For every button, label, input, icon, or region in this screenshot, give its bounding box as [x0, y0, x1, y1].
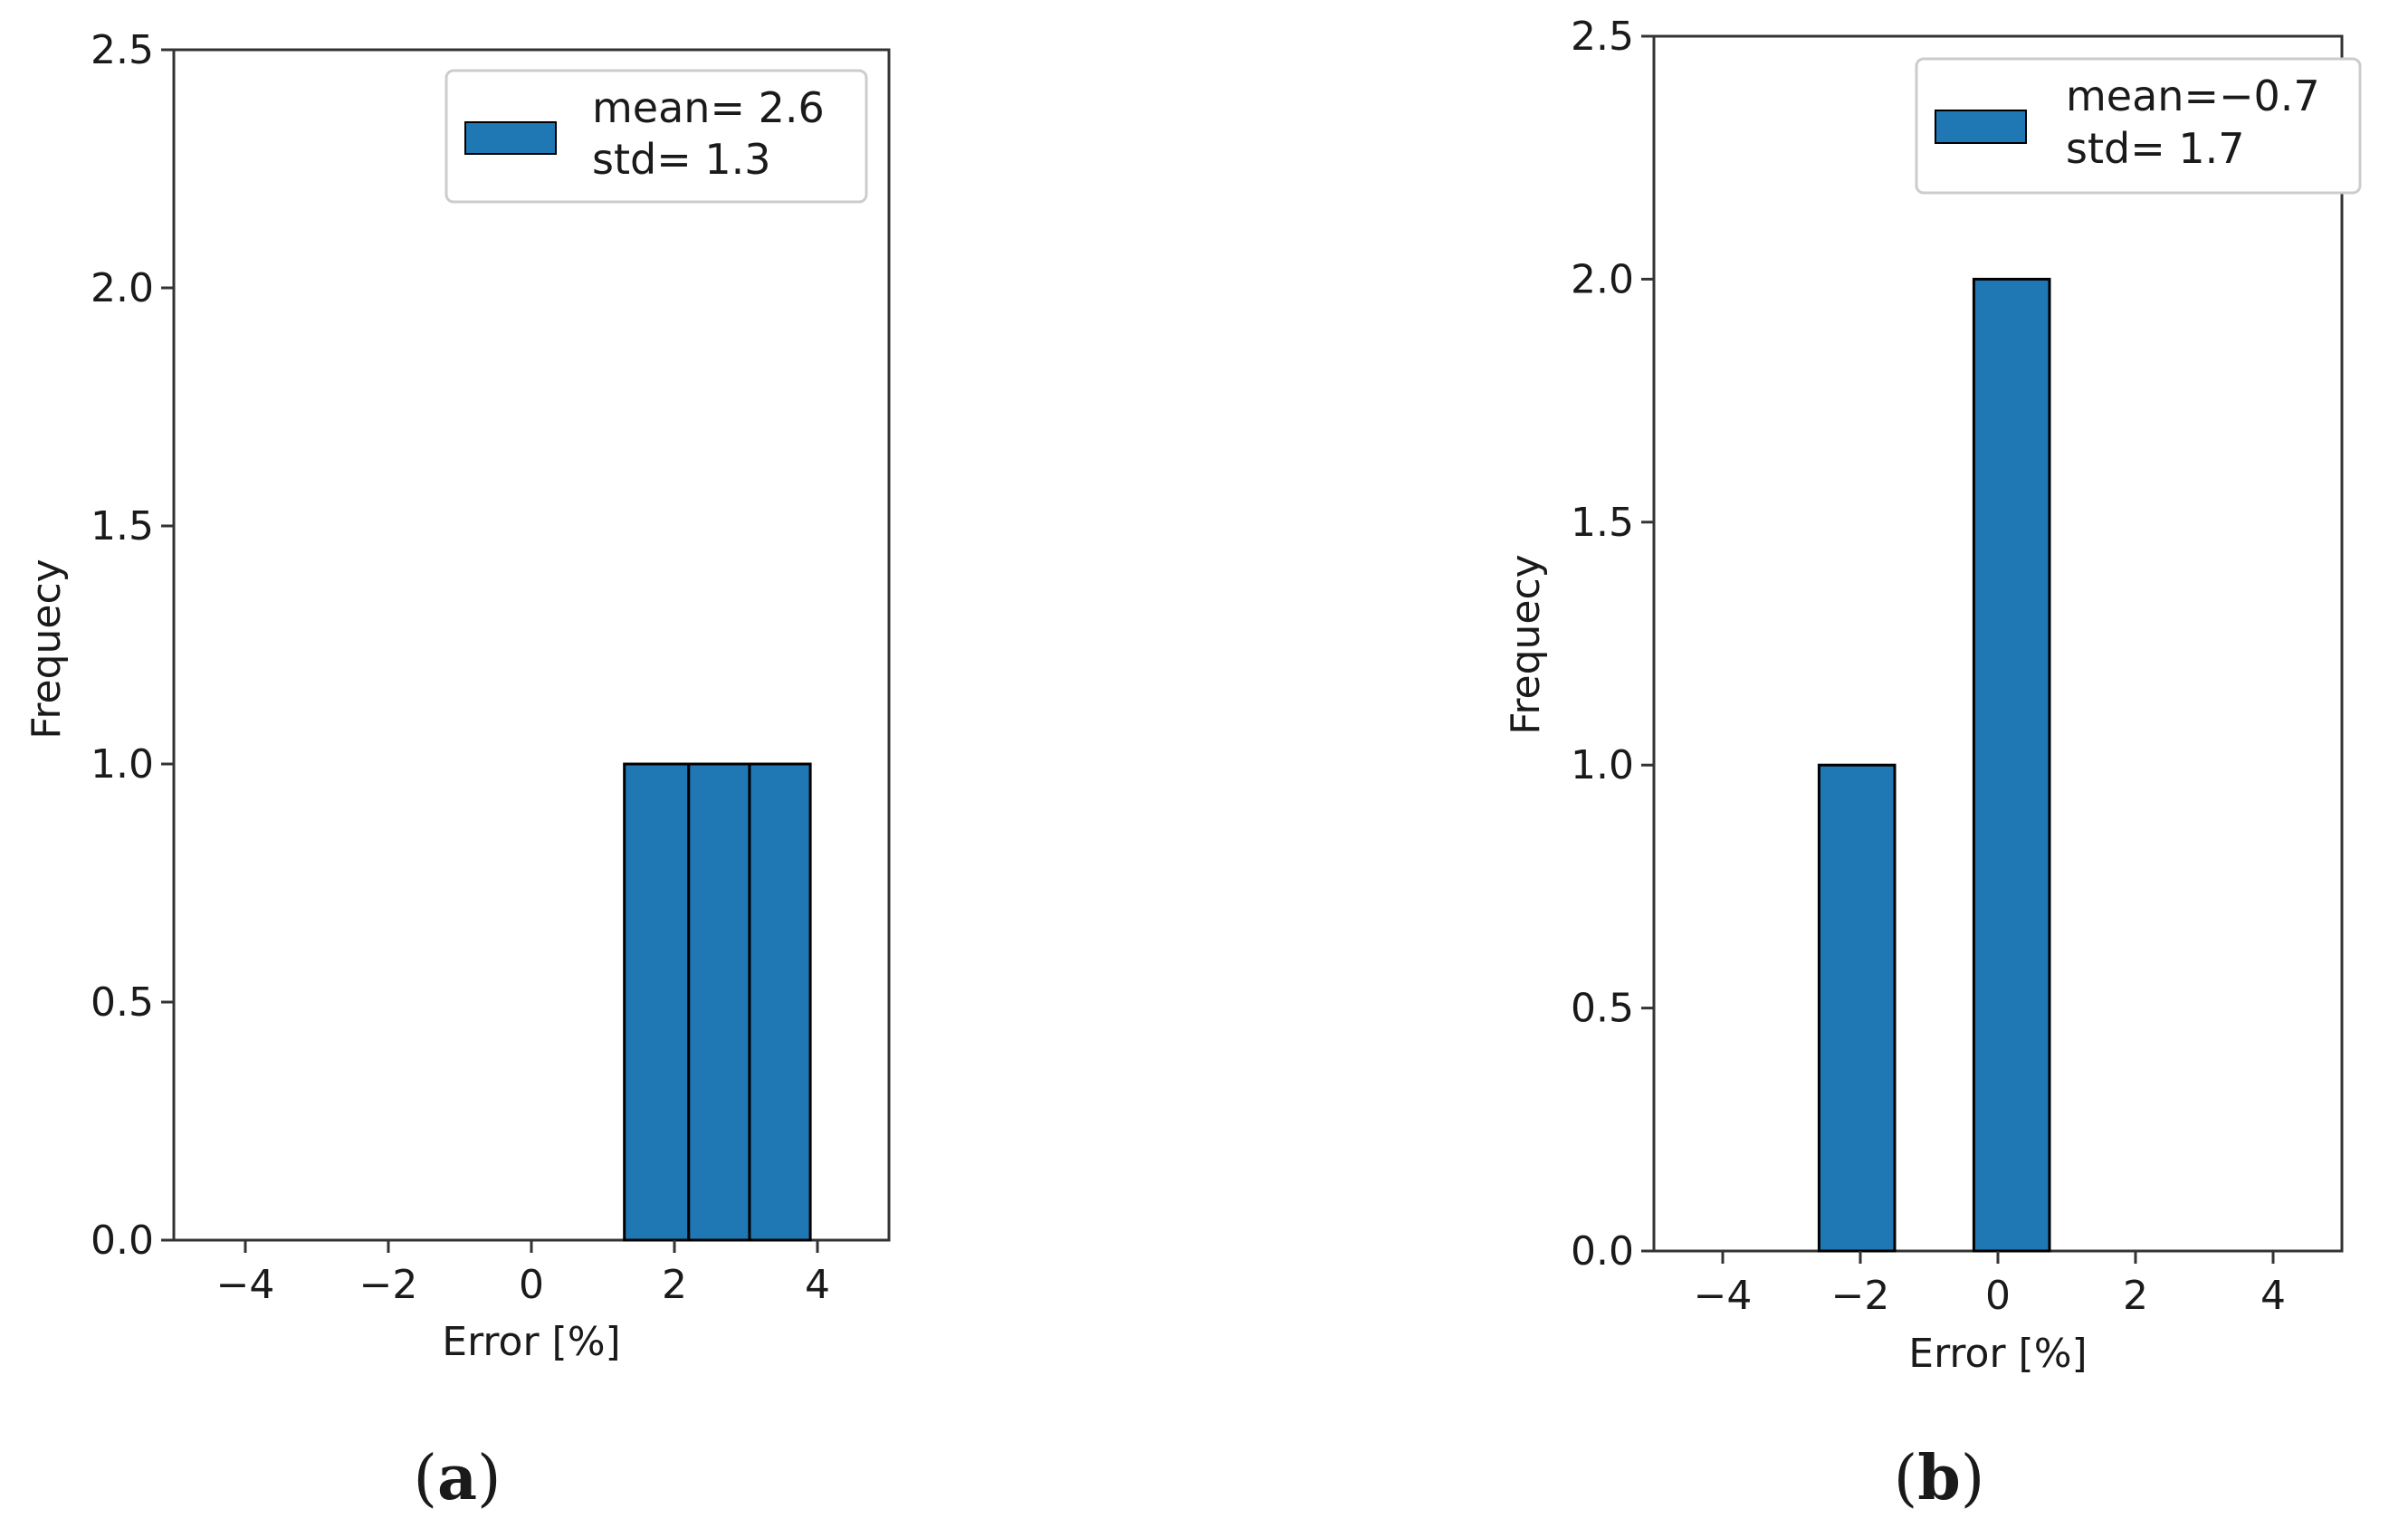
y-tick-label: 2.5 — [91, 27, 154, 73]
legend-std: std= 1.7 — [2066, 124, 2245, 173]
x-tick-label: −2 — [359, 1262, 418, 1308]
y-tick-label: 1.5 — [1571, 500, 1634, 546]
y-tick-label: 1.5 — [91, 503, 154, 549]
x-tick-label: 0 — [1985, 1273, 2011, 1319]
x-axis-label: Error [%] — [1908, 1331, 2087, 1377]
histogram-bar-3 — [748, 762, 812, 1242]
legend-std: std= 1.3 — [592, 135, 771, 184]
panel-label-a: (a) — [413, 1442, 501, 1514]
chart-panel-a: −4 −2 0 2 4 0.0 0.5 1.0 1.5 2.0 2.5 Error [%] Fre… — [24, 27, 891, 1514]
y-tick-label: 0.5 — [91, 979, 154, 1026]
histogram-bar-2 — [1972, 277, 2051, 1253]
x-tick-label: 4 — [2260, 1273, 2286, 1319]
histogram-bar-1 — [1817, 763, 1897, 1253]
x-tick-label: 0 — [519, 1262, 544, 1308]
histogram-bar-1 — [623, 762, 691, 1242]
chart-panel-b: −4 −2 0 2 4 0.0 0.5 1.0 1.5 2.0 2.5 Error [%] Fre… — [1503, 14, 2362, 1514]
x-tick-label: −2 — [1831, 1273, 1890, 1319]
bar-group — [623, 762, 812, 1242]
legend-box — [444, 69, 868, 204]
y-tick-label: 0.5 — [1571, 986, 1634, 1032]
y-tick-label: 2.5 — [1571, 14, 1634, 60]
x-axis-label: Error [%] — [442, 1319, 620, 1365]
x-ticks: −4 −2 0 2 4 — [216, 1240, 830, 1308]
x-ticks: −4 −2 0 2 4 — [1694, 1251, 2286, 1319]
legend: mean= 2.6 std= 1.3 — [444, 69, 868, 204]
histogram-bar-2 — [687, 762, 751, 1242]
x-tick-label: −4 — [1694, 1273, 1753, 1319]
y-tick-label: 1.0 — [1571, 742, 1634, 788]
y-ticks: 0.0 0.5 1.0 1.5 2.0 2.5 — [1571, 14, 1654, 1275]
x-tick-label: 2 — [662, 1262, 687, 1308]
legend-mean: mean=−0.7 — [2066, 72, 2320, 120]
x-tick-label: −4 — [216, 1262, 275, 1308]
bar-group — [1817, 277, 2051, 1253]
y-axis-label: Frequecy — [24, 559, 70, 739]
y-ticks: 0.0 0.5 1.0 1.5 2.0 2.5 — [91, 27, 174, 1264]
y-tick-label: 2.0 — [1571, 256, 1634, 302]
legend: mean=−0.7 std= 1.7 — [1915, 57, 2362, 195]
x-tick-label: 2 — [2123, 1273, 2148, 1319]
y-tick-label: 0.0 — [1571, 1228, 1634, 1275]
y-tick-label: 1.0 — [91, 741, 154, 788]
legend-box — [1915, 57, 2362, 195]
y-axis-label: Frequecy — [1503, 554, 1549, 734]
panel-label-b: (b) — [1894, 1442, 1985, 1514]
x-tick-label: 4 — [805, 1262, 830, 1308]
y-tick-label: 2.0 — [91, 265, 154, 311]
legend-mean: mean= 2.6 — [592, 83, 825, 132]
y-tick-label: 0.0 — [91, 1218, 154, 1264]
legend-swatch — [1935, 110, 2027, 144]
legend-swatch — [464, 121, 557, 155]
